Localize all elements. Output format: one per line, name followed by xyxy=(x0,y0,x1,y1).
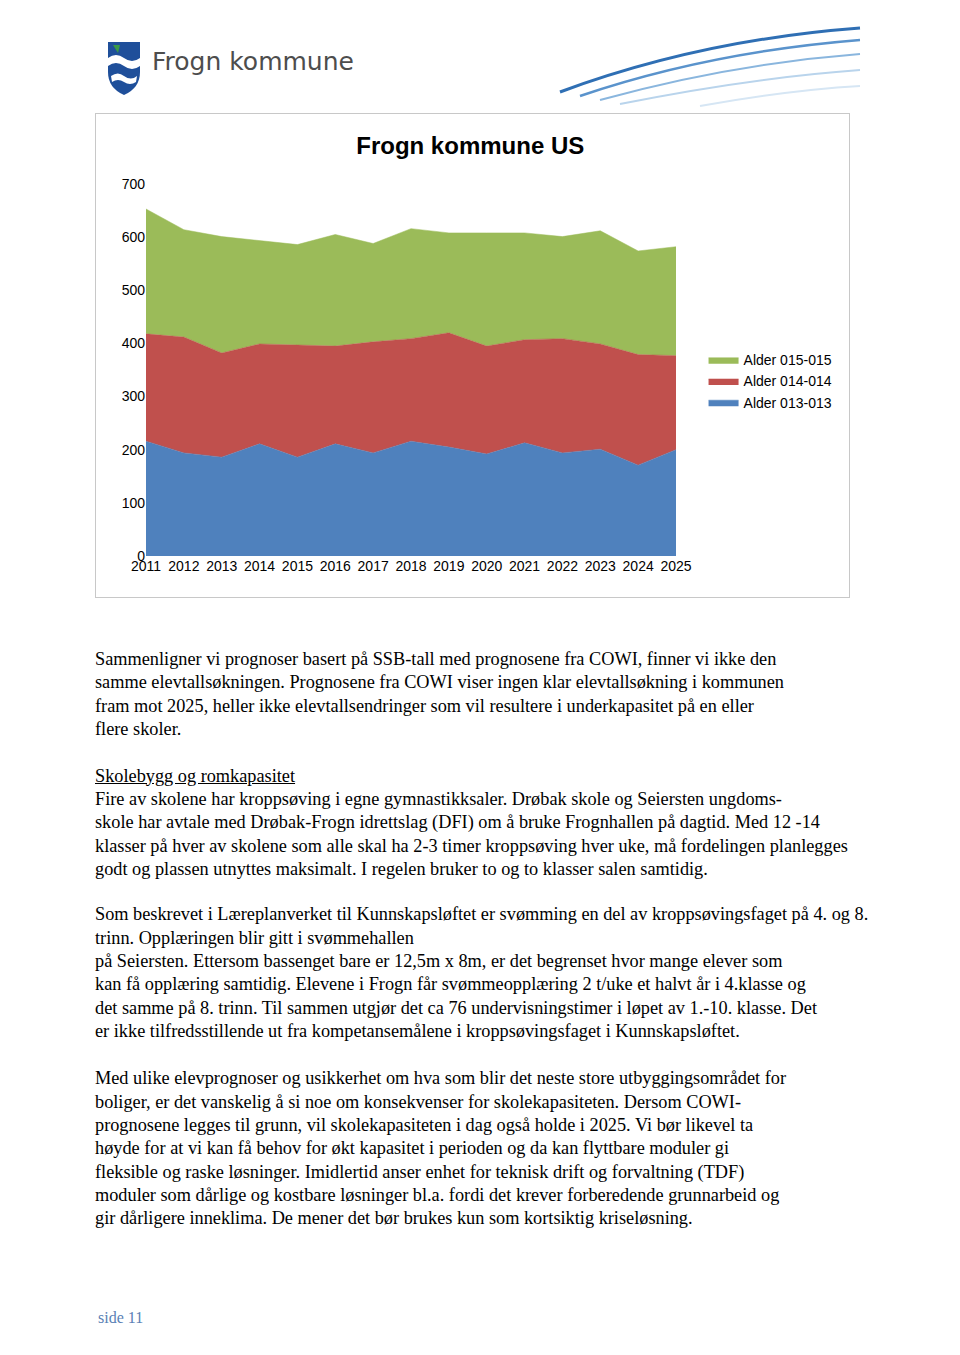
svg-text:2014: 2014 xyxy=(244,558,275,574)
svg-text:Alder 013-013: Alder 013-013 xyxy=(744,395,832,411)
svg-text:2025: 2025 xyxy=(660,558,691,574)
svg-text:100: 100 xyxy=(122,495,146,511)
svg-text:2011: 2011 xyxy=(131,558,161,574)
svg-text:200: 200 xyxy=(122,442,146,458)
html-text:kan få opplæring samtidig. Ele: kan få opplæring samtidig. Elevene i Fro… xyxy=(95,974,806,995)
svg-text:400: 400 xyxy=(122,335,146,351)
svg-text:Alder 014-014: Alder 014-014 xyxy=(744,373,832,389)
svg-text:500: 500 xyxy=(122,282,146,298)
html-text:side 11: side 11 xyxy=(98,1309,144,1326)
html-text:Frogn kommune: Frogn kommune xyxy=(152,47,354,76)
svg-text:2023: 2023 xyxy=(585,558,616,574)
html-text:Skolebygg og romkapasitet: Skolebygg og romkapasitet xyxy=(95,765,296,786)
html-text:Med ulike elevprognoser og usi: Med ulike elevprognoser og usikkerhet om… xyxy=(95,1068,786,1089)
html-text:flere skoler.: flere skoler. xyxy=(95,719,182,739)
html-text:fleksible og raske løsninger.: fleksible og raske løsninger. Imidlertid… xyxy=(95,1161,745,1182)
svg-text:2017: 2017 xyxy=(358,558,389,574)
svg-text:700: 700 xyxy=(122,176,146,192)
html-text:samme elevtallsøkningen. Progn: samme elevtallsøkningen. Prognosene fra … xyxy=(95,672,784,693)
html-text:fram mot 2025, heller ikke ele: fram mot 2025, heller ikke elevtallsendr… xyxy=(95,695,754,716)
svg-text:2016: 2016 xyxy=(320,558,351,574)
html-text:prognosene legges til grunn, v: prognosene legges til grunn, vil skoleka… xyxy=(95,1115,754,1135)
html-text:gir dårligere inneklima. De me: gir dårligere inneklima. De mener det bø… xyxy=(95,1208,693,1229)
html-text:det samme på 8. trinn. Til sam: det samme på 8. trinn. Til sammen utgjør… xyxy=(95,997,817,1018)
svg-text:Alder 015-015: Alder 015-015 xyxy=(744,352,832,368)
svg-text:Frogn kommune US: Frogn kommune US xyxy=(356,132,584,159)
svg-text:2012: 2012 xyxy=(168,558,199,574)
svg-text:2020: 2020 xyxy=(471,558,502,574)
html-text:Som beskrevet i Læreplanverket: Som beskrevet i Læreplanverket til Kunns… xyxy=(95,904,869,925)
html-text:moduler som dårlige og kostbar: moduler som dårlige og kostbare løsninge… xyxy=(95,1185,780,1205)
svg-text:300: 300 xyxy=(122,388,146,404)
html-text:Fire av skolene har kroppsøvin: Fire av skolene har kroppsøving i egne g… xyxy=(95,788,782,809)
svg-text:2022: 2022 xyxy=(547,558,578,574)
svg-text:2013: 2013 xyxy=(206,558,237,574)
svg-text:2019: 2019 xyxy=(433,558,464,574)
html-text:er ikke tilfredsstillende ut f: er ikke tilfredsstillende ut fra kompeta… xyxy=(95,1021,740,1041)
html-text:trinn. Opplæringen blir gitt i: trinn. Opplæringen blir gitt i svømmehal… xyxy=(95,927,414,948)
html-text:klasser på hver av skolene som: klasser på hver av skolene som alle skal… xyxy=(95,835,848,856)
html-text:Sammenligner vi prognoser base: Sammenligner vi prognoser basert på SSB-… xyxy=(95,649,777,669)
svg-text:2024: 2024 xyxy=(623,558,654,574)
html-text:godt og plassen utnyttes maksi: godt og plassen utnyttes maksimalt. I re… xyxy=(95,858,708,879)
svg-text:2018: 2018 xyxy=(395,558,426,574)
svg-text:2015: 2015 xyxy=(282,558,313,574)
svg-text:600: 600 xyxy=(122,229,146,245)
html-text:høyde for at vi kan få behov f: høyde for at vi kan få behov for økt kap… xyxy=(95,1138,730,1159)
html-text:boliger, er det vanskelig å si: boliger, er det vanskelig å si noe om ko… xyxy=(95,1091,741,1112)
svg-text:2021: 2021 xyxy=(509,558,540,574)
svg-text:0: 0 xyxy=(137,548,145,564)
html-text:på Seiersten. Ettersom basseng: på Seiersten. Ettersom bassenget bare er… xyxy=(95,951,783,971)
html-text:skole har avtale med Drøbak-Fr: skole har avtale med Drøbak-Frogn idrett… xyxy=(95,812,820,833)
